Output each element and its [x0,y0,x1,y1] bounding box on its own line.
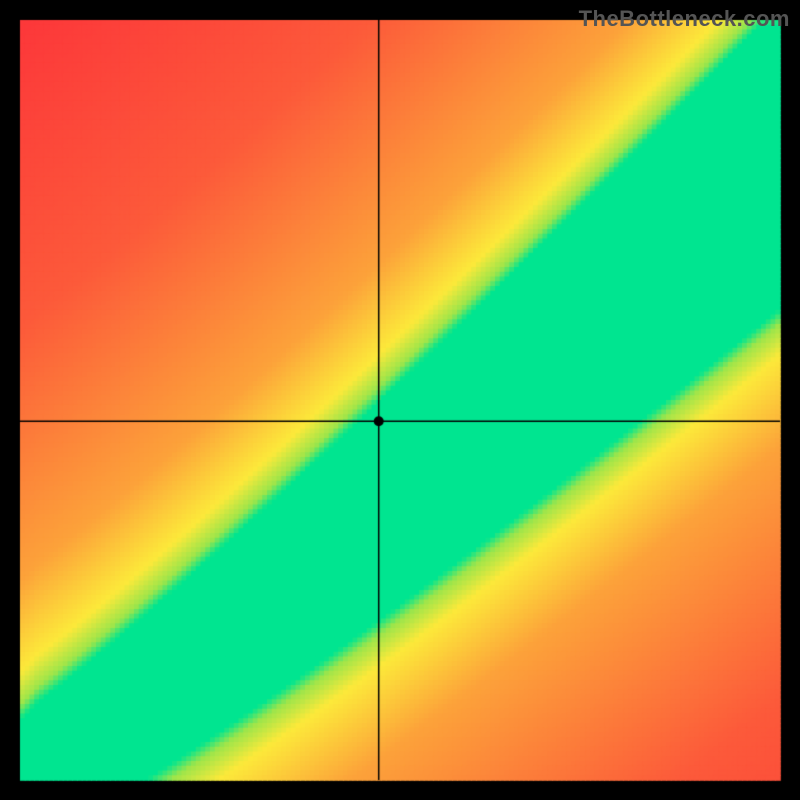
heatmap-canvas [0,0,800,800]
watermark-text: TheBottleneck.com [579,6,790,32]
chart-container: TheBottleneck.com [0,0,800,800]
